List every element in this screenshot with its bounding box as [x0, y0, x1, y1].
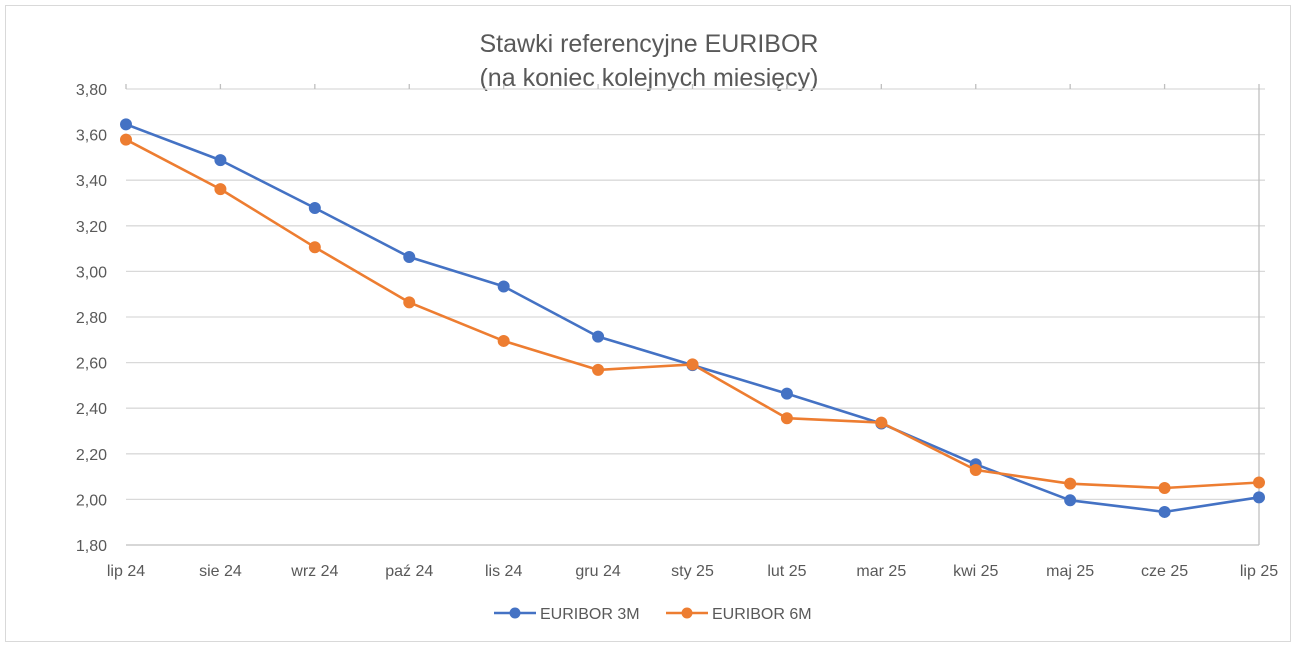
y-tick-label: 2,40 — [76, 401, 107, 418]
y-tick-label: 3,60 — [76, 128, 107, 145]
chart-subtitle: (na koniec kolejnych miesięcy) — [479, 64, 818, 92]
x-tick-label: maj 25 — [1046, 563, 1094, 580]
axes: 1,80 2,00 2,20 2,40 2,60 2,80 3,00 3,20 3,40 3,60… — [76, 82, 1278, 580]
y-tick-label: 2,20 — [76, 447, 107, 464]
legend-label: EURIBOR 6M — [712, 606, 812, 623]
data-point — [1158, 505, 1171, 518]
data-point — [1253, 476, 1265, 489]
x-tick-label: lip 25 — [1240, 563, 1278, 580]
data-point — [308, 241, 321, 254]
data-point — [1064, 477, 1077, 490]
x-tick-label: lut 25 — [767, 563, 806, 580]
x-tick-label: kwi 25 — [953, 563, 998, 580]
data-point — [875, 416, 888, 429]
y-tick-label: 3,20 — [76, 219, 107, 236]
data-point — [592, 363, 605, 376]
data-point — [592, 330, 605, 343]
data-point — [403, 251, 416, 264]
chart-frame — [5, 5, 1291, 642]
legend-label: EURIBOR 3M — [540, 606, 640, 623]
data-point — [1064, 494, 1077, 507]
x-tick-label: cze 25 — [1141, 563, 1188, 580]
x-tick-label: sty 25 — [671, 563, 714, 580]
data-point — [780, 412, 793, 425]
data-point — [403, 296, 416, 309]
y-tick-label: 3,00 — [76, 264, 107, 281]
data-point — [780, 387, 793, 400]
chart-title: Stawki referencyjne EURIBOR — [479, 30, 818, 58]
gridlines — [126, 88, 1265, 501]
x-tick-label: lip 24 — [107, 563, 145, 580]
data-point — [969, 463, 982, 476]
data-point — [1158, 482, 1171, 494]
data-point — [497, 280, 510, 293]
y-tick-label: 3,40 — [76, 173, 107, 190]
series-lines — [120, 118, 1265, 518]
data-point — [120, 118, 132, 131]
x-tick-label: lis 24 — [485, 563, 522, 580]
data-point — [214, 183, 227, 196]
data-point — [120, 133, 132, 146]
legend: EURIBOR 3M EURIBOR 6M — [494, 606, 812, 623]
y-tick-label: 1,80 — [76, 538, 107, 555]
y-tick-label: 3,80 — [76, 82, 107, 99]
data-point — [686, 358, 699, 371]
x-tick-label: paź 24 — [385, 563, 433, 580]
data-point — [308, 202, 321, 215]
x-tick-label: wrz 24 — [290, 563, 338, 580]
x-tick-label: gru 24 — [575, 563, 620, 580]
data-point — [1253, 491, 1265, 504]
series-line — [125, 138, 1260, 490]
data-point — [214, 154, 227, 167]
x-tick-label: sie 24 — [199, 563, 242, 580]
data-point — [497, 334, 510, 347]
legend-marker — [681, 607, 693, 619]
y-tick-label: 2,80 — [76, 310, 107, 327]
legend-marker — [509, 607, 521, 619]
x-tick-label: mar 25 — [856, 563, 906, 580]
y-tick-label: 2,00 — [76, 492, 107, 509]
y-tick-label: 2,60 — [76, 356, 107, 373]
